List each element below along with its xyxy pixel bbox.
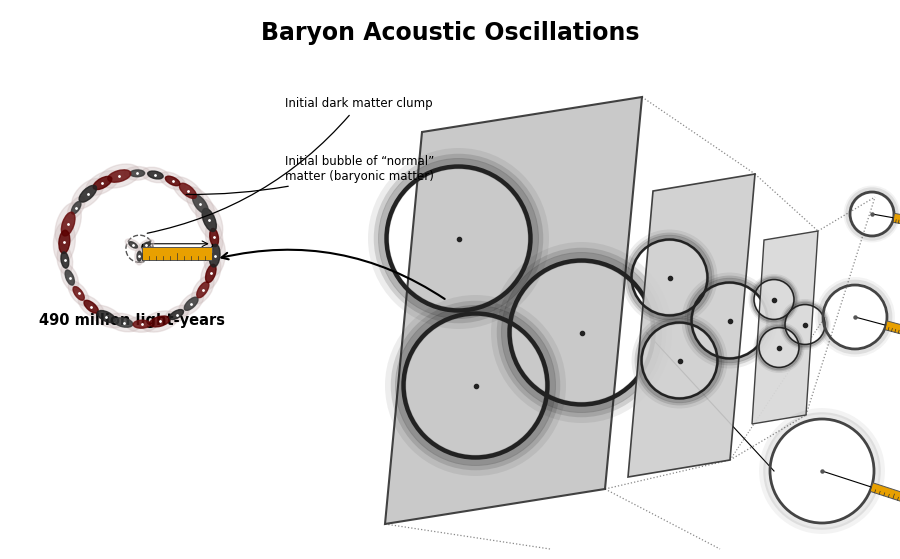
Ellipse shape (179, 292, 203, 316)
Ellipse shape (72, 178, 104, 209)
Ellipse shape (130, 170, 145, 177)
Ellipse shape (192, 276, 214, 304)
Ellipse shape (84, 300, 98, 313)
Ellipse shape (61, 252, 68, 268)
Ellipse shape (53, 221, 76, 263)
Ellipse shape (197, 282, 209, 298)
Ellipse shape (137, 252, 141, 261)
Text: Baryon Acoustic Oscillations: Baryon Acoustic Oscillations (261, 21, 639, 45)
Ellipse shape (141, 167, 169, 183)
Text: 490 million light-years: 490 million light-years (39, 313, 225, 328)
Ellipse shape (193, 195, 208, 214)
Polygon shape (752, 231, 818, 424)
Ellipse shape (205, 221, 223, 254)
Ellipse shape (108, 170, 130, 182)
Ellipse shape (94, 177, 112, 190)
Bar (141, 247, 212, 260)
Ellipse shape (79, 186, 96, 202)
Ellipse shape (124, 167, 150, 180)
Ellipse shape (210, 244, 220, 267)
Ellipse shape (68, 196, 85, 219)
Polygon shape (628, 174, 755, 477)
Ellipse shape (204, 235, 225, 276)
Ellipse shape (78, 295, 104, 319)
Ellipse shape (195, 199, 223, 241)
Ellipse shape (141, 242, 150, 248)
Ellipse shape (166, 176, 180, 186)
Ellipse shape (205, 264, 216, 283)
Ellipse shape (169, 310, 184, 320)
Ellipse shape (68, 281, 89, 306)
Ellipse shape (179, 183, 196, 198)
Ellipse shape (99, 164, 140, 188)
Ellipse shape (148, 171, 163, 179)
Ellipse shape (86, 170, 120, 195)
Ellipse shape (164, 305, 189, 324)
Ellipse shape (126, 316, 158, 332)
Ellipse shape (57, 245, 73, 274)
Ellipse shape (114, 318, 133, 327)
Bar (885, 321, 900, 339)
Ellipse shape (58, 230, 70, 253)
Ellipse shape (107, 313, 140, 332)
Ellipse shape (141, 311, 178, 332)
Ellipse shape (129, 241, 138, 248)
Ellipse shape (90, 305, 122, 328)
Bar (893, 214, 900, 227)
Polygon shape (385, 97, 642, 524)
Ellipse shape (138, 239, 154, 251)
Text: Initial dark matter clump: Initial dark matter clump (148, 97, 433, 233)
Ellipse shape (61, 264, 78, 291)
Ellipse shape (173, 177, 203, 205)
Ellipse shape (186, 187, 215, 221)
Ellipse shape (159, 172, 185, 190)
Ellipse shape (184, 297, 198, 310)
Ellipse shape (202, 209, 216, 231)
Text: Initial bubble of “normal”
matter (baryonic matter): Initial bubble of “normal” matter (baryo… (186, 155, 434, 195)
Ellipse shape (61, 212, 75, 236)
Ellipse shape (73, 287, 85, 300)
Ellipse shape (149, 316, 170, 327)
Ellipse shape (97, 311, 115, 323)
Bar (870, 483, 900, 506)
Ellipse shape (210, 229, 219, 247)
Ellipse shape (125, 239, 141, 251)
Ellipse shape (201, 257, 220, 290)
Ellipse shape (133, 320, 150, 328)
Ellipse shape (65, 270, 75, 285)
Ellipse shape (55, 203, 81, 245)
Ellipse shape (71, 201, 81, 214)
Ellipse shape (135, 248, 144, 265)
